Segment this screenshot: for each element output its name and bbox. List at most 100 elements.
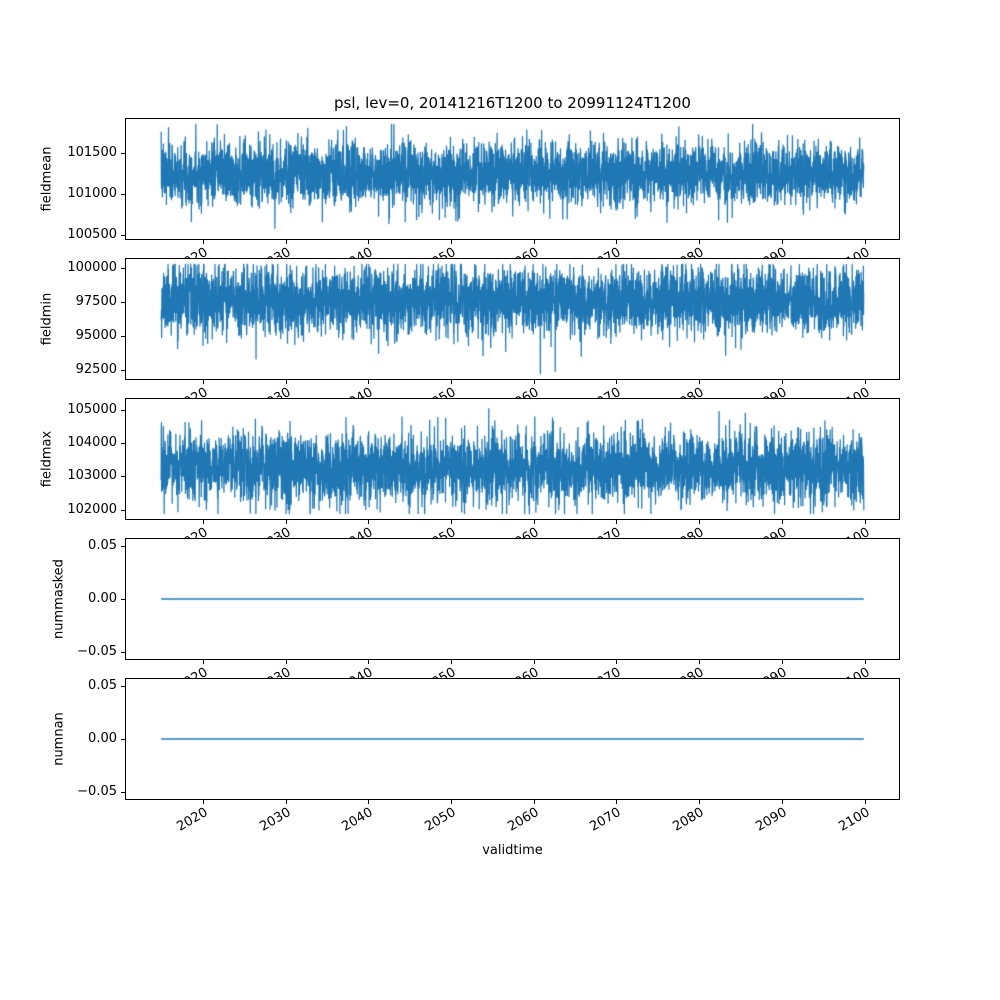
x-tick-label: 2090 <box>753 805 790 835</box>
y-tick-mark <box>121 336 125 338</box>
x-tick-mark <box>368 240 370 244</box>
x-tick-mark <box>451 520 453 524</box>
x-tick-mark <box>368 800 370 804</box>
subplot-fieldmin <box>125 258 900 380</box>
x-tick-mark <box>616 800 618 804</box>
y-tick-label: 102000 <box>67 501 117 517</box>
x-tick-mark <box>202 380 204 384</box>
x-tick-mark <box>781 240 783 244</box>
x-tick-mark <box>699 380 701 384</box>
y-tick-mark <box>121 652 125 654</box>
y-tick-mark <box>121 443 125 445</box>
y-tick-mark <box>121 302 125 304</box>
y-tick-label: 0.05 <box>88 537 117 553</box>
figure-title: psl, lev=0, 20141216T1200 to 20991124T12… <box>334 94 691 112</box>
x-tick-label: 2080 <box>670 805 707 835</box>
y-axis-label-nummasked: nummasked <box>51 559 67 639</box>
x-tick-mark <box>285 800 287 804</box>
y-tick-mark <box>121 235 125 237</box>
x-tick-mark <box>451 660 453 664</box>
y-tick-mark <box>121 153 125 155</box>
x-tick-mark <box>451 800 453 804</box>
y-tick-label: −0.05 <box>77 784 117 800</box>
x-axis-label: validtime <box>482 843 543 858</box>
y-tick-label: 105000 <box>67 401 117 417</box>
y-axis-label-numnan: numnan <box>51 712 67 766</box>
nummasked-line-canvas <box>126 539 899 659</box>
y-tick-label: 104000 <box>67 435 117 451</box>
y-tick-label: 97500 <box>75 294 117 310</box>
y-tick-label: 103000 <box>67 468 117 484</box>
x-tick-label: 2070 <box>587 805 624 835</box>
y-tick-label: 100000 <box>67 260 117 276</box>
y-tick-mark <box>121 409 125 411</box>
y-tick-mark <box>121 476 125 478</box>
x-tick-mark <box>864 380 866 384</box>
y-tick-mark <box>121 685 125 687</box>
y-tick-mark <box>121 509 125 511</box>
x-tick-mark <box>781 520 783 524</box>
subplot-numnan <box>125 678 900 800</box>
x-tick-label: 2030 <box>256 805 294 835</box>
x-tick-mark <box>451 380 453 384</box>
y-tick-mark <box>121 370 125 372</box>
x-tick-mark <box>699 240 701 244</box>
y-tick-label: 92500 <box>75 362 117 378</box>
y-tick-label: 100500 <box>67 227 117 243</box>
y-tick-mark <box>121 194 125 196</box>
y-tick-label: 101000 <box>67 186 117 202</box>
x-tick-mark <box>533 380 535 384</box>
x-tick-mark <box>864 520 866 524</box>
x-tick-mark <box>781 800 783 804</box>
subplot-fieldmax <box>125 398 900 520</box>
x-tick-mark <box>616 380 618 384</box>
y-tick-mark <box>121 268 125 270</box>
x-tick-mark <box>451 240 453 244</box>
x-tick-mark <box>699 520 701 524</box>
y-axis-label-fieldmean: fieldmean <box>39 146 55 212</box>
x-tick-mark <box>368 520 370 524</box>
subplot-fieldmean <box>125 118 900 240</box>
fieldmean-line-canvas <box>126 119 899 239</box>
x-tick-mark <box>781 660 783 664</box>
x-tick-label: 2100 <box>835 805 873 835</box>
fieldmin-line-canvas <box>126 259 899 379</box>
x-tick-mark <box>616 520 618 524</box>
x-tick-mark <box>285 660 287 664</box>
y-tick-mark <box>121 739 125 740</box>
x-tick-mark <box>368 380 370 384</box>
x-tick-mark <box>781 380 783 384</box>
x-tick-mark <box>616 240 618 244</box>
x-tick-mark <box>864 660 866 664</box>
x-tick-label: 2050 <box>422 805 459 835</box>
x-tick-mark <box>699 660 701 664</box>
fieldmax-line-canvas <box>126 399 899 519</box>
x-tick-mark <box>285 520 287 524</box>
x-tick-label: 2060 <box>505 805 542 835</box>
y-tick-label: 101500 <box>67 145 117 161</box>
y-tick-label: 0.00 <box>88 591 117 606</box>
x-tick-mark <box>533 660 535 664</box>
x-tick-mark <box>864 800 866 804</box>
x-tick-mark <box>202 660 204 664</box>
subplot-nummasked <box>125 538 900 660</box>
x-tick-label: 2020 <box>174 805 211 835</box>
x-tick-mark <box>533 800 535 804</box>
x-tick-label: 2040 <box>339 805 376 835</box>
y-tick-mark <box>121 792 125 794</box>
y-tick-mark <box>121 599 125 600</box>
y-axis-label-fieldmax: fieldmax <box>39 430 55 488</box>
x-tick-mark <box>202 240 204 244</box>
x-tick-mark <box>202 800 204 804</box>
y-tick-label: 95000 <box>75 328 117 344</box>
numnan-line-canvas <box>126 679 899 799</box>
x-tick-mark <box>616 660 618 664</box>
x-tick-mark <box>864 240 866 244</box>
x-tick-mark <box>368 660 370 664</box>
x-tick-mark <box>202 520 204 524</box>
x-tick-mark <box>285 240 287 244</box>
x-tick-mark <box>285 380 287 384</box>
y-tick-label: 0.05 <box>88 677 117 693</box>
y-tick-mark <box>121 545 125 547</box>
